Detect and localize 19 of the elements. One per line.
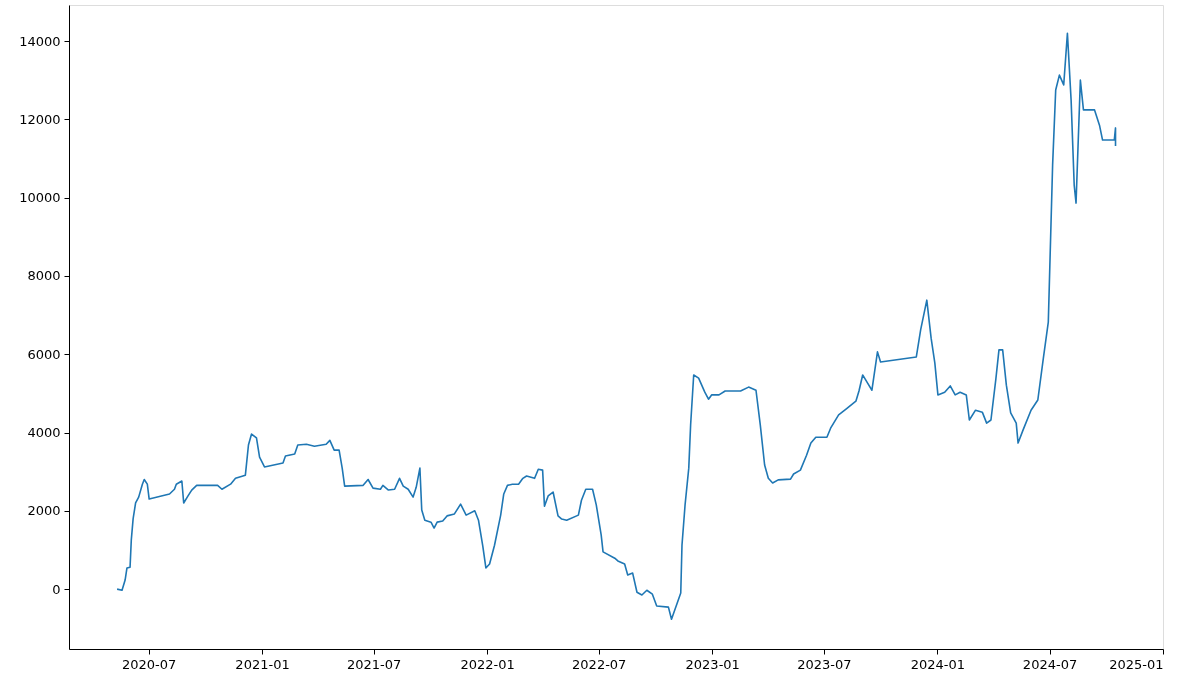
y-tick-label: 10000 — [19, 190, 61, 206]
x-tick-label: 2022-07 — [572, 656, 627, 672]
y-tick-label: 0 — [52, 581, 61, 597]
x-tick-label: 2025-01 — [1109, 656, 1164, 672]
x-tick-label: 2024-01 — [910, 656, 965, 672]
y-tick-label: 6000 — [27, 346, 61, 362]
line-series — [116, 32, 1117, 621]
x-tick-label: 2023-01 — [685, 656, 740, 672]
x-tick-label: 2020-07 — [121, 656, 177, 672]
x-tick-label: 2023-07 — [797, 656, 852, 672]
x-tick-label: 2024-07 — [1022, 656, 1078, 672]
y-tick-label: 8000 — [27, 268, 61, 284]
y-tick-label: 12000 — [19, 111, 61, 127]
x-tick-label: 2022-01 — [460, 656, 515, 672]
y-tick-label: 4000 — [27, 425, 61, 441]
x-tick-label: 2021-07 — [346, 656, 402, 672]
y-tick-label: 2000 — [27, 503, 61, 519]
y-tick-label: 14000 — [19, 33, 61, 49]
x-tick-label: 2021-01 — [235, 656, 290, 672]
